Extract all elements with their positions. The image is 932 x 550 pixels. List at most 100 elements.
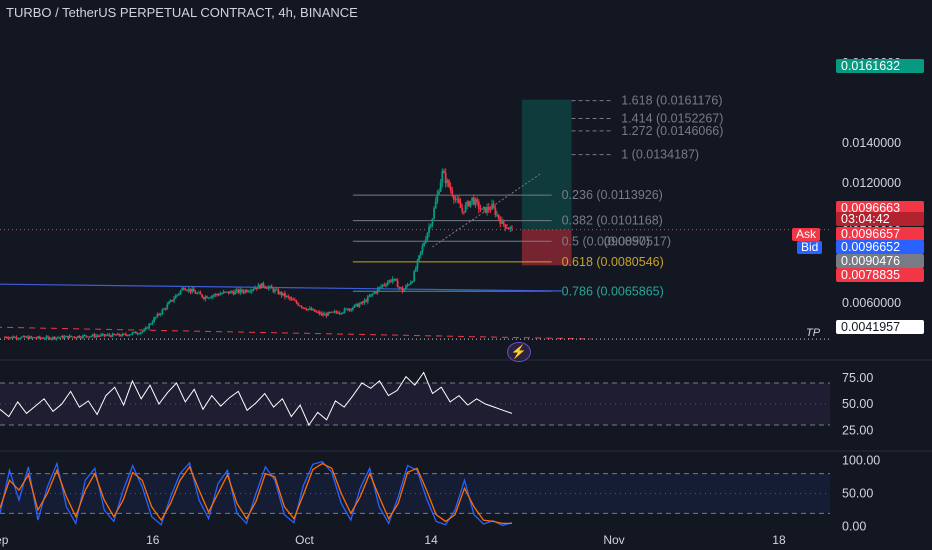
candle-body: [429, 225, 432, 227]
candle-body: [317, 311, 319, 313]
candle-body: [126, 334, 129, 336]
candle-body: [499, 218, 502, 224]
candle-body: [214, 293, 217, 296]
candle-body: [158, 313, 160, 315]
candle-body: [345, 308, 348, 310]
candle-body: [209, 297, 212, 299]
profit-zone: [521, 99, 572, 230]
time-axis-tick: 18: [772, 533, 786, 547]
candle-body: [70, 335, 73, 337]
candle-body: [182, 288, 185, 290]
candle-body: [424, 239, 427, 243]
candle-body: [67, 335, 69, 339]
time-axis-tick: Oct: [295, 533, 314, 547]
candle-body: [497, 214, 500, 219]
candle-body: [123, 333, 126, 335]
candle-body: [153, 317, 155, 323]
candle-body: [448, 180, 450, 187]
candle-body: [138, 333, 141, 335]
rsi-axis-tick: 50.00: [842, 397, 873, 411]
candle-body: [368, 296, 371, 298]
candle-body: [390, 280, 392, 282]
candle-body: [234, 290, 237, 295]
candle-body: [361, 301, 364, 303]
candle-body: [40, 337, 43, 339]
fib-level-label: 0.618 (0.0080546): [562, 255, 664, 269]
lightning-icon[interactable]: ⚡: [507, 342, 531, 362]
candle-body: [305, 308, 308, 310]
candle-body: [229, 291, 232, 294]
candle-body: [187, 288, 190, 291]
candle-body: [76, 335, 79, 338]
candle-body: [502, 220, 505, 225]
candle-body: [144, 327, 147, 330]
candle-body: [68, 335, 71, 339]
stoch-axis-tick: 100.00: [842, 453, 880, 467]
candle-body: [171, 300, 174, 302]
candle-body: [366, 296, 369, 302]
candle-body: [388, 280, 391, 283]
candle-body: [149, 323, 152, 325]
candle-body: [255, 287, 258, 289]
candle-body: [216, 293, 218, 295]
candle-body: [280, 291, 283, 296]
candle-body: [444, 173, 447, 184]
candle-body: [298, 305, 301, 307]
time-axis-tick: Nov: [603, 533, 624, 547]
candle-body: [327, 312, 329, 316]
candle-body: [38, 336, 41, 338]
candle-body: [358, 304, 361, 307]
candle-body: [403, 289, 406, 292]
fib-overlap-label: (0.0090517): [604, 234, 671, 248]
candle-body: [418, 255, 421, 261]
time-axis-tick: 14: [424, 533, 438, 547]
candle-body: [356, 303, 359, 307]
candle-body: [269, 286, 271, 288]
candle-body: [52, 336, 54, 339]
candle-body: [466, 201, 469, 205]
candle-body: [48, 337, 51, 340]
candle-body: [148, 324, 151, 329]
candle-body: [181, 288, 184, 291]
candle-body: [161, 309, 164, 314]
candle-body: [189, 288, 192, 292]
candle-body: [240, 289, 243, 292]
candle-body: [401, 287, 404, 292]
candle-body: [219, 293, 222, 296]
candle-body: [489, 209, 492, 211]
candle-body: [27, 336, 30, 339]
candle-body: [471, 197, 474, 201]
price-tag: 0.0090476: [836, 254, 924, 268]
candle-body: [196, 293, 199, 295]
candle-body: [221, 293, 223, 295]
candle-body: [386, 282, 389, 285]
candle-body: [436, 193, 439, 202]
candle-body: [178, 293, 180, 295]
candle-body: [360, 301, 363, 305]
candle-body: [270, 286, 273, 289]
candle-body: [411, 281, 414, 283]
trend-line: [0, 283, 562, 292]
candle-body: [116, 333, 119, 336]
candle-body: [118, 333, 121, 336]
candle-body: [370, 294, 372, 297]
candle-body: [131, 332, 134, 335]
price-tag: 0.0096657: [836, 227, 924, 241]
candle-body: [191, 288, 194, 292]
candle-body: [449, 186, 452, 191]
candle-body: [43, 338, 46, 340]
candle-body: [267, 287, 270, 289]
candle-body: [365, 300, 368, 302]
candle-body: [121, 333, 124, 336]
candle-body: [113, 333, 116, 335]
candle-body: [297, 303, 300, 306]
candle-body: [45, 336, 48, 339]
candle-body: [50, 338, 53, 340]
price-tag: 0.0078835: [836, 268, 924, 282]
candle-body: [139, 332, 142, 334]
candle-body: [461, 207, 464, 212]
candle-body: [277, 289, 280, 294]
price-tag: 0.0096652: [836, 240, 924, 254]
candle-body: [285, 295, 288, 297]
